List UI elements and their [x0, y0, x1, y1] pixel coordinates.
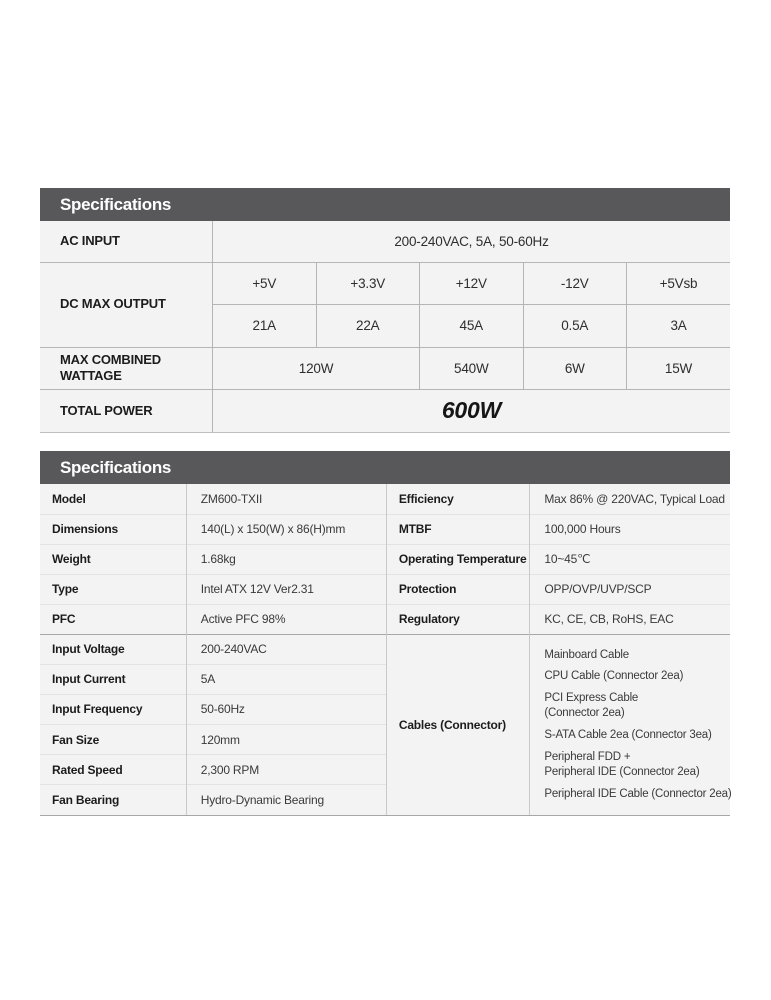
table-row: PFC Active PFC 98% Regulatory KC, CE, CB… — [40, 603, 730, 634]
spec-row-label: Weight — [40, 543, 187, 574]
wattage-value: 120W — [212, 346, 420, 390]
table-row: Input Current 5A — [40, 663, 730, 695]
table-row: Weight 1.68kg Operating Temperature 10~4… — [40, 543, 730, 574]
spec-row-value: 200-240VAC — [185, 633, 387, 665]
detail-spec-table-wrap: Model ZM600-TXII Efficiency Max 86% @ 22… — [40, 484, 732, 816]
detail-spec-table: Model ZM600-TXII Efficiency Max 86% @ 22… — [40, 484, 732, 815]
ac-input-label: AC INPUT — [39, 220, 213, 263]
spec-row-label: Fan Bearing — [40, 784, 187, 815]
cables-connector-list: Mainboard Cable CPU Cable (Connector 2ea… — [529, 633, 732, 815]
spec-row-label: Dimensions — [40, 513, 187, 544]
total-power-label: TOTAL POWER — [39, 388, 213, 433]
table-row: Model ZM600-TXII Efficiency Max 86% @ 22… — [40, 484, 730, 514]
dc-max-output-label: DC MAX OUTPUT — [39, 261, 213, 348]
dc-rail-amp: 22A — [315, 303, 420, 348]
dc-rail-header: +5Vsb — [626, 261, 731, 305]
spec-row-value: 5A — [185, 663, 387, 695]
table-row: Type Intel ATX 12V Ver2.31 Protection OP… — [40, 573, 730, 604]
detail-spec-title: Specifications — [60, 457, 172, 477]
cables-connector-label: Cables (Connector) — [385, 633, 530, 815]
power-spec-title: Specifications — [60, 194, 172, 214]
dc-rail-header: +12V — [419, 261, 524, 305]
spec-row-value: 140(L) x 150(W) x 86(H)mm — [185, 513, 387, 544]
spec-page-content: Specifications AC INPUT 200-240VAC, 5A, … — [39, 188, 732, 816]
dc-rail-header: -12V — [522, 261, 627, 305]
cable-item: PCI Express Cable (Connector 2ea) — [544, 692, 639, 720]
power-spec-header: Specifications — [40, 188, 730, 221]
power-spec-table: AC INPUT 200-240VAC, 5A, 50-60Hz DC MAX … — [39, 220, 731, 433]
wattage-value: 6W — [522, 346, 627, 390]
max-combined-wattage-label: MAX COMBINED WATTAGE — [39, 346, 213, 390]
spec-row-value: Max 86% @ 220VAC, Typical Load — [529, 484, 730, 514]
cable-item: S-ATA Cable 2ea (Connector 3ea) — [544, 729, 712, 742]
spec-row-label: MTBF — [385, 513, 530, 544]
spec-row-value: 2,300 RPM — [185, 754, 387, 785]
spec-row-value: 1.68kg — [185, 543, 387, 574]
spec-row-value: 100,000 Hours — [529, 513, 730, 544]
spec-row-label: Type — [40, 573, 187, 604]
spec-row-label: Rated Speed — [40, 754, 187, 785]
spec-row-value: Active PFC 98% — [185, 603, 387, 634]
spec-row-value: 10~45℃ — [529, 543, 730, 574]
spec-row-label: PFC — [40, 603, 187, 634]
table-row: Fan Bearing Hydro-Dynamic Bearing — [40, 784, 730, 815]
dc-rail-amp: 3A — [626, 303, 731, 348]
table-row: Input Voltage 200-240VAC Cables (Connect… — [40, 633, 732, 815]
power-spec-table-wrap: AC INPUT 200-240VAC, 5A, 50-60Hz DC MAX … — [39, 220, 731, 433]
cable-item: CPU Cable (Connector 2ea) — [544, 670, 684, 683]
table-row: Input Frequency 50-60Hz — [40, 693, 730, 725]
spec-row-label: Efficiency — [385, 484, 530, 514]
wattage-value: 15W — [626, 346, 731, 390]
spec-row-label: Regulatory — [385, 603, 530, 634]
spec-row-value: 120mm — [185, 723, 387, 755]
wattage-value: 540W — [419, 346, 524, 390]
dc-rail-amp: 45A — [419, 303, 524, 348]
spec-row-label: Operating Temperature — [385, 543, 530, 574]
spec-row-label: Input Voltage — [40, 633, 187, 665]
dc-rail-amp: 0.5A — [522, 303, 627, 348]
spec-row-value: ZM600-TXII — [185, 484, 387, 514]
spec-row-value: Intel ATX 12V Ver2.31 — [185, 573, 387, 604]
spec-row-label: Input Current — [40, 663, 187, 695]
spec-row-value: OPP/OVP/UVP/SCP — [529, 573, 730, 604]
cable-item: Peripheral IDE Cable (Connector 2ea) — [544, 788, 732, 801]
table-row: Dimensions 140(L) x 150(W) x 86(H)mm MTB… — [40, 513, 730, 544]
spec-row-value: 50-60Hz — [185, 693, 387, 725]
dc-rail-header: +3.3V — [315, 261, 420, 305]
table-row: Fan Size 120mm — [40, 723, 730, 755]
spec-row-value: Hydro-Dynamic Bearing — [185, 784, 387, 815]
total-power-value: 600W — [212, 388, 731, 433]
spec-row-value: KC, CE, CB, RoHS, EAC — [529, 603, 730, 634]
spec-row-label: Protection — [385, 573, 530, 604]
dc-rail-header: +5V — [212, 261, 317, 305]
table-row: Rated Speed 2,300 RPM — [40, 754, 730, 785]
dc-rail-amp: 21A — [212, 303, 317, 348]
ac-input-value: 200-240VAC, 5A, 50-60Hz — [212, 220, 731, 263]
cable-item: Mainboard Cable — [544, 648, 629, 661]
spec-row-label: Fan Size — [40, 723, 187, 755]
cable-item: Peripheral FDD + Peripheral IDE (Connect… — [544, 751, 700, 779]
spec-row-label: Model — [52, 491, 86, 506]
spec-row-label: Input Frequency — [40, 693, 187, 725]
detail-spec-header: Specifications — [40, 451, 730, 484]
